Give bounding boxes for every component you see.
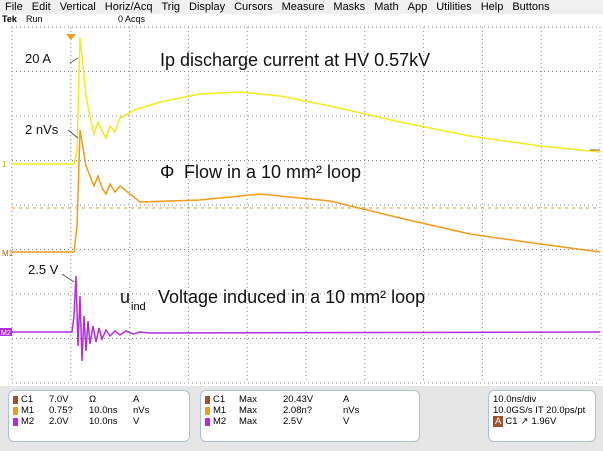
channel-chip	[13, 406, 18, 415]
menu-item[interactable]: Edit	[31, 1, 51, 13]
annotation: 2.5 V	[28, 262, 59, 277]
menu-item[interactable]: Display	[189, 1, 226, 13]
readout-cell: 2.0V	[49, 416, 69, 427]
readout-cell: 20.43V	[283, 394, 314, 405]
readout-cell: 2.08n?	[283, 405, 313, 416]
readout-cell: Max	[239, 405, 257, 416]
readout-cell: V	[343, 416, 350, 427]
annotation: u	[120, 287, 130, 307]
annotation: Voltage induced in a 10 mm² loop	[158, 287, 425, 307]
readout-cell: V	[133, 416, 140, 427]
run-state: Run	[26, 14, 43, 24]
menu-item[interactable]: Utilities	[436, 1, 472, 13]
annotation: Ip discharge current at HV 0.57kV	[160, 50, 430, 70]
menu-bar: File Edit Vertical Horiz/Acq Trig Display Curs…	[0, 0, 603, 14]
readout-cell: Ω	[89, 394, 97, 405]
menu-item[interactable]: Math	[374, 1, 399, 13]
readout-cell: 0.75?	[49, 405, 73, 416]
readout-cell: Max	[239, 416, 257, 427]
menu-item[interactable]: Cursors	[234, 1, 273, 13]
menu-item[interactable]: App	[407, 1, 428, 13]
trigger-source: C1	[505, 416, 518, 427]
annotation: Flow in a 10 mm² loop	[184, 162, 361, 182]
menu-item[interactable]: Trig	[161, 1, 181, 13]
annotation: ind	[131, 301, 146, 313]
readout-panel: C1 7.0V Ω A M1 0.75? 10.0ns nVs M2 2.0V 10.0ns V C1…	[0, 386, 603, 451]
menu-item[interactable]: Measure	[281, 1, 325, 13]
readout-cell: 2.5V	[283, 416, 303, 427]
menu-item[interactable]: File	[5, 1, 23, 13]
readout-cell: C1	[213, 394, 226, 405]
sample-rate: 10.0GS/s IT 20.0ps/pt	[493, 405, 586, 416]
readout-cell: nVs	[133, 405, 150, 416]
readout-cell: nVs	[343, 405, 360, 416]
status-bar: Tek Run 0 Acqs	[0, 14, 603, 26]
menu-item[interactable]: Horiz/Acq	[104, 1, 153, 13]
trigger-marker	[66, 34, 76, 40]
timebase: 10.0ns/div	[493, 394, 537, 405]
trace-flow	[12, 129, 601, 253]
graticule: 1 M1 M2 20 A Ip discharge current at HV …	[0, 26, 603, 386]
pointer	[69, 57, 79, 64]
marker-m1: M1	[2, 249, 14, 258]
channel-chip	[205, 406, 210, 415]
readout-cell: C1	[21, 394, 34, 405]
menu-item[interactable]: Help	[480, 1, 504, 13]
annotation: 2 nVs	[25, 122, 59, 137]
acq-count: 0 Acqs	[118, 14, 146, 24]
readout-row: M2 2.0V 10.0ns V	[13, 416, 185, 427]
annotation: 20 A	[25, 51, 51, 66]
readout-cell: A	[343, 394, 350, 405]
readout-row: M1 0.75? 10.0ns nVs	[13, 405, 185, 416]
channel-chip	[13, 395, 18, 404]
readout-cell: M2	[21, 416, 35, 427]
readout-cell: 7.0V	[49, 394, 69, 405]
readout-cell: M1	[21, 405, 35, 416]
trace-voltage	[12, 275, 601, 362]
readout-cell: 10.0ns	[89, 416, 118, 427]
trace-current	[12, 37, 601, 165]
annotation: Φ	[160, 162, 174, 182]
menu-item[interactable]: Buttons	[512, 1, 550, 13]
trigger-level: 1.96V	[531, 416, 557, 427]
readout-cell: Max	[239, 394, 257, 405]
readout-row: M1 Max 2.08n? nVs	[205, 405, 415, 416]
channel-chip	[13, 417, 18, 426]
marker-m2: M2	[1, 330, 11, 337]
readout-cell: M2	[213, 416, 227, 427]
pointer	[61, 273, 75, 283]
menu-item[interactable]: Masks	[333, 1, 366, 13]
readout-row: C1 7.0V Ω A	[13, 394, 185, 405]
menu-item[interactable]: Vertical	[59, 1, 96, 13]
pointer	[67, 129, 79, 139]
readout-cell: 10.0ns	[89, 405, 118, 416]
channel-chip	[205, 395, 210, 404]
brand: Tek	[2, 14, 17, 24]
marker-ch1: 1	[2, 160, 7, 169]
readout-row: C1 Max 20.43V A	[205, 394, 415, 405]
readout-cell: A	[133, 394, 140, 405]
readout-cell: M1	[213, 405, 227, 416]
channel-chip	[205, 417, 210, 426]
readout-row: M2 Max 2.5V V	[205, 416, 415, 427]
